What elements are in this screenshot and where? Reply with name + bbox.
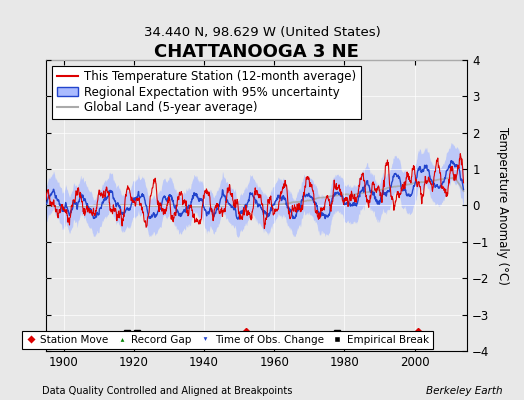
Text: Berkeley Earth: Berkeley Earth <box>427 386 503 396</box>
Legend: Station Move, Record Gap, Time of Obs. Change, Empirical Break: Station Move, Record Gap, Time of Obs. C… <box>21 330 433 349</box>
Text: 34.440 N, 98.629 W (United States): 34.440 N, 98.629 W (United States) <box>144 26 380 39</box>
Title: CHATTANOOGA 3 NE: CHATTANOOGA 3 NE <box>154 43 359 61</box>
Y-axis label: Temperature Anomaly (°C): Temperature Anomaly (°C) <box>496 126 509 284</box>
Text: Data Quality Controlled and Aligned at Breakpoints: Data Quality Controlled and Aligned at B… <box>42 386 292 396</box>
